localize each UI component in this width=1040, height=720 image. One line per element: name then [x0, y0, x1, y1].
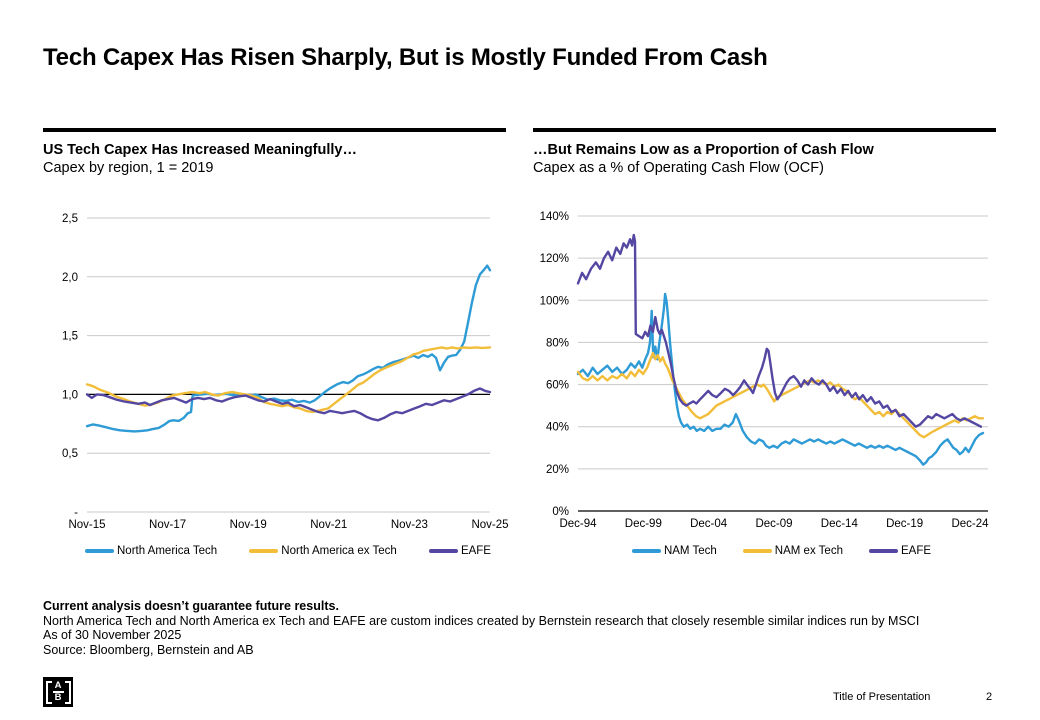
series-line	[576, 351, 985, 439]
y-axis-tick-label: 120%	[540, 253, 569, 265]
y-axis-tick-label: -	[74, 507, 78, 519]
x-axis-tick-label: Dec-24	[951, 518, 989, 530]
logo-letters: A B	[52, 680, 64, 703]
y-axis-tick-label: 1,5	[62, 331, 78, 343]
legend-swatch	[249, 549, 279, 553]
series-line	[85, 387, 492, 422]
legend-swatch	[742, 549, 772, 553]
source-line: Source: Bloomberg, Bernstein and AB	[43, 642, 254, 657]
x-axis-tick-label: Dec-99	[625, 518, 662, 530]
logo-left-bracket-icon	[45, 680, 52, 704]
y-axis-tick-label: 20%	[546, 464, 569, 476]
legend-label: NAM ex Tech	[774, 545, 843, 557]
y-axis-tick-label: 80%	[546, 337, 569, 349]
legend-swatch	[428, 549, 458, 553]
x-axis-tick-label: Dec-09	[755, 518, 792, 530]
y-axis-tick-label: 0%	[552, 506, 569, 518]
right-chart-title: …But Remains Low as a Proportion of Cash…	[533, 142, 874, 158]
footnotes: Current analysis doesn’t guarantee futur…	[43, 599, 919, 657]
x-axis-tick-label: Nov-23	[391, 519, 428, 531]
right-chart-subtitle: Capex as a % of Operating Cash Flow (OCF…	[533, 160, 824, 176]
y-axis-tick-label: 100%	[540, 295, 569, 307]
right-chart-legend: NAM Tech NAM ex Tech EAFE	[578, 545, 985, 557]
y-axis-tick-label: 2,5	[62, 213, 78, 225]
left-chart-title: US Tech Capex Has Increased Meaningfully…	[43, 142, 357, 158]
disclaimer-line: Current analysis doesn’t guarantee futur…	[43, 599, 339, 613]
y-axis-tick-label: 2,0	[62, 272, 78, 284]
as-of-date: As of 30 November 2025	[43, 628, 182, 643]
legend-label: EAFE	[460, 545, 491, 557]
y-axis-tick-label: 0,5	[62, 448, 78, 460]
x-axis-tick-label: Nov-25	[471, 519, 508, 531]
y-axis-tick-label: 140%	[540, 211, 569, 223]
y-axis-tick-label: 60%	[546, 380, 569, 392]
left-panel-header: US Tech Capex Has Increased Meaningfully…	[43, 128, 506, 176]
legend-label: EAFE	[900, 545, 932, 557]
x-axis-tick-label: Dec-04	[690, 518, 728, 530]
presentation-title: Title of Presentation	[833, 691, 931, 703]
x-axis-tick-label: Dec-94	[559, 518, 597, 530]
right-panel-rule	[533, 128, 996, 132]
legend-label: NAM Tech	[663, 545, 717, 557]
x-axis-tick-label: Dec-19	[886, 518, 923, 530]
series-line	[576, 233, 983, 428]
legend-item: NAM ex Tech	[742, 545, 843, 557]
methodology-line: North America Tech and North America ex …	[43, 613, 920, 628]
legend-item: North America ex Tech	[249, 545, 397, 557]
logo-letter-b: B	[54, 692, 62, 703]
slide-title: Tech Capex Has Risen Sharply, But is Mos…	[43, 44, 768, 71]
ab-logo: A B	[43, 677, 73, 707]
legend-item: NAM Tech	[631, 545, 717, 557]
legend-label: North America Tech	[117, 545, 218, 557]
legend-item: North America Tech	[85, 545, 217, 557]
y-axis-tick-label: 40%	[546, 422, 569, 434]
x-axis-tick-label: Nov-17	[149, 519, 186, 531]
x-axis-tick-label: Nov-21	[310, 519, 347, 531]
legend-swatch	[85, 549, 114, 553]
x-axis-tick-label: Dec-14	[821, 518, 859, 530]
series-line	[576, 292, 985, 466]
right-panel-header: …But Remains Low as a Proportion of Cash…	[533, 128, 996, 176]
logo-right-bracket-icon	[64, 680, 71, 704]
legend-swatch	[868, 549, 898, 553]
logo-letter-a: A	[54, 680, 62, 691]
x-axis-tick-label: Nov-15	[68, 519, 105, 531]
left-chart-subtitle: Capex by region, 1 = 2019	[43, 160, 214, 176]
legend-swatch	[631, 549, 661, 553]
left-chart-legend: North America Tech North America ex Tech E…	[85, 545, 491, 557]
legend-item: EAFE	[868, 545, 932, 557]
y-axis-tick-label: 1,0	[62, 389, 78, 401]
logo-divider	[52, 691, 64, 693]
x-axis-tick-label: Nov-19	[230, 519, 267, 531]
left-panel-rule	[43, 128, 506, 132]
legend-label: North America ex Tech	[281, 545, 397, 557]
page-number: 2	[986, 691, 993, 703]
series-line	[85, 264, 492, 433]
legend-item: EAFE	[428, 545, 491, 557]
